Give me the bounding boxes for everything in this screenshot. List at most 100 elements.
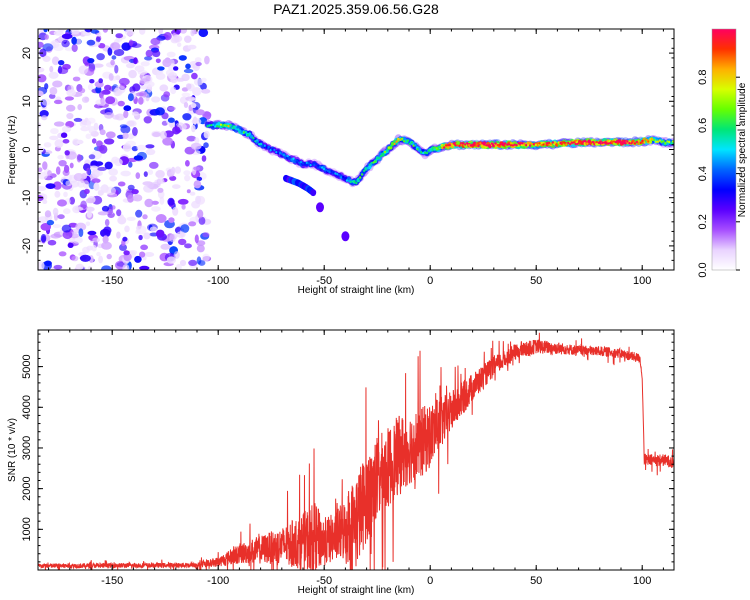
noise-blob [82, 56, 91, 65]
noise-blob [150, 37, 161, 46]
noise-blob [158, 29, 164, 35]
noise-blob [193, 180, 202, 189]
ridge-cell [582, 140, 585, 143]
ridge-cell [271, 148, 274, 151]
noise-blob [125, 62, 135, 69]
noise-blob [81, 96, 90, 103]
colorbar-tick-label: 0.8 [697, 70, 709, 85]
ridge-cell [662, 140, 665, 143]
snr-ylabel: SNR (10 * v/v) [7, 418, 18, 482]
noise-blob [94, 170, 104, 176]
ridge-cell [481, 142, 484, 145]
ridge-cell [366, 166, 369, 170]
ridge-cell [296, 159, 299, 163]
ridge-cell [509, 144, 513, 147]
noise-blob [143, 232, 151, 240]
noise-blob [175, 77, 185, 82]
ridge-cell [515, 144, 518, 147]
ridge-cell [460, 143, 463, 147]
noise-blob [145, 93, 150, 102]
noise-blob [47, 170, 52, 177]
noise-blob [128, 39, 134, 47]
noise-blob [42, 55, 51, 63]
noise-blob [114, 64, 119, 74]
noise-blob [88, 126, 96, 134]
ridge-cell [395, 140, 398, 143]
noise-blob [122, 264, 130, 270]
ridge-cell [422, 152, 425, 155]
noise-blob [38, 167, 43, 172]
noise-blob [135, 209, 143, 218]
noise-blob [147, 169, 154, 175]
ridge-cell [529, 144, 532, 147]
noise-blob [128, 161, 133, 168]
noise-blob [100, 99, 106, 106]
noise-blob [48, 93, 56, 99]
noise-blob [151, 200, 159, 205]
ridge-cell [263, 144, 266, 147]
noise-blob [42, 161, 48, 170]
ridge-cell [342, 175, 345, 179]
ridge-cell [563, 141, 566, 144]
noise-blob [121, 42, 131, 51]
noise-blob [122, 236, 128, 242]
noise-blob [184, 243, 192, 249]
noise-blob [180, 224, 190, 233]
ridge-cell [355, 182, 358, 185]
ridge-cell [277, 152, 280, 155]
x-tick-label: 100 [633, 275, 651, 287]
noise-blob [193, 166, 201, 171]
ridge-cell [609, 141, 612, 145]
noise-blob [58, 251, 67, 257]
noise-blob [138, 234, 143, 241]
ridge-cell [660, 140, 663, 144]
noise-blob [69, 162, 74, 169]
noise-blob [195, 109, 205, 116]
noise-blob [124, 225, 130, 233]
noise-blob [87, 83, 94, 91]
noise-blob [86, 167, 91, 176]
noise-blob [62, 139, 70, 144]
noise-blob [134, 255, 142, 263]
noise-blob [38, 67, 45, 73]
snr-series-line [38, 332, 674, 570]
noise-blob [155, 72, 166, 80]
ridge-cell [353, 180, 356, 183]
noise-blob [192, 87, 202, 96]
noise-blob [96, 53, 105, 61]
noise-blob [117, 100, 125, 107]
ridge-cell [670, 142, 673, 145]
noise-blob [71, 43, 78, 53]
noise-blob [97, 211, 109, 216]
ridge-cell [404, 140, 408, 143]
noise-blob [189, 191, 196, 196]
ridge-cell [248, 132, 251, 135]
noise-blob [95, 36, 101, 43]
ridge-cell [416, 148, 419, 151]
noise-blob [116, 231, 121, 239]
ridge-cell [233, 125, 236, 128]
y-tick-label: 4000 [21, 395, 33, 419]
ridge-cell [649, 137, 652, 141]
noise-blob [116, 209, 122, 217]
ridge-cell [210, 124, 213, 127]
ridge-cell [595, 140, 598, 144]
noise-blob [188, 221, 197, 227]
noise-blob [96, 140, 103, 148]
noise-blob [122, 143, 132, 152]
noise-blob [53, 99, 63, 105]
x-tick-label: 0 [427, 575, 433, 587]
noise-blob [57, 214, 65, 220]
noise-blob [63, 191, 68, 198]
noise-blob [44, 83, 49, 90]
colorbar-ticks: 0.0 0.2 0.4 0.6 0.8 [697, 70, 740, 278]
noise-blob [149, 161, 159, 169]
noise-blob [71, 255, 79, 262]
noise-blob [55, 166, 61, 175]
ridge-cell [208, 124, 211, 127]
noise-blob [175, 263, 182, 270]
ridge-cell [597, 141, 600, 144]
noise-blob [194, 137, 200, 144]
ridge-cell [496, 143, 499, 147]
ridge-cell [454, 144, 457, 147]
